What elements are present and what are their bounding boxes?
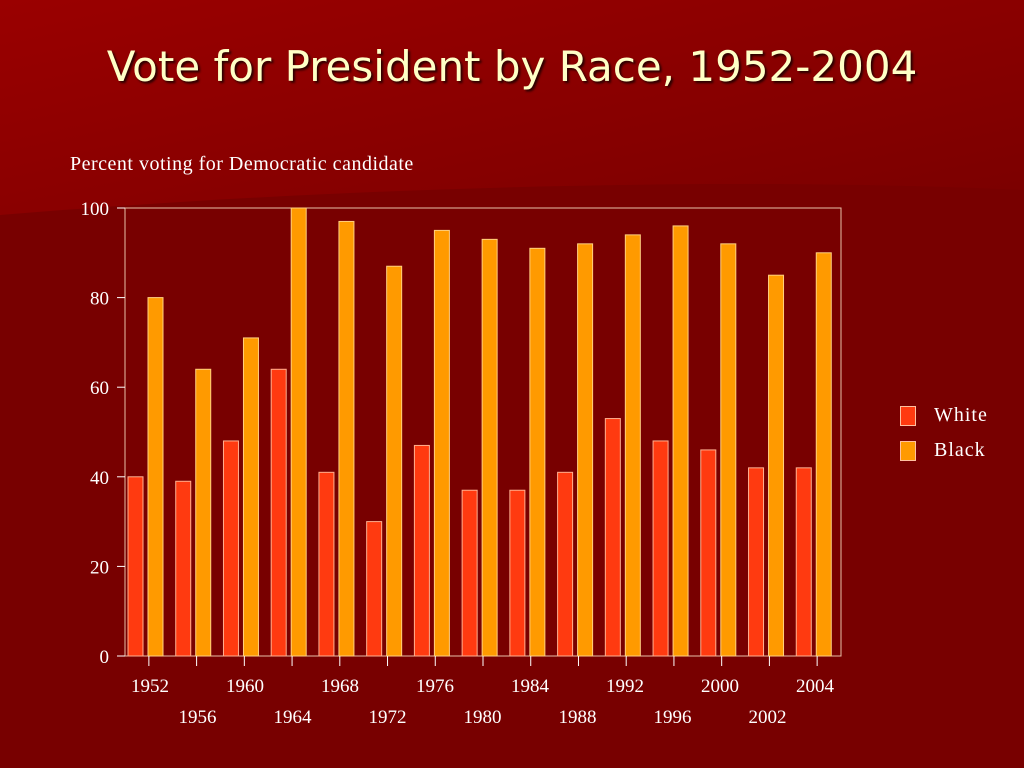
y-tick-label: 20 — [90, 557, 109, 578]
x-tick-label: 1996 — [654, 707, 692, 728]
x-tick-label: 2004 — [796, 676, 835, 697]
legend-label-black: Black — [934, 439, 986, 461]
legend-label-white: White — [934, 404, 988, 426]
bar-white-1980 — [461, 489, 478, 657]
bar-white-2004 — [795, 467, 812, 657]
x-tick-label: 1976 — [416, 676, 454, 697]
x-tick-label: 1980 — [464, 707, 502, 728]
y-tick-label: 60 — [90, 378, 109, 399]
bar-white-1960 — [222, 440, 239, 657]
x-tick-label: 1972 — [369, 707, 407, 728]
x-tick-label: 2002 — [749, 707, 787, 728]
y-tick-label: 100 — [81, 199, 110, 220]
x-tick-label: 1992 — [606, 676, 644, 697]
bar-black-1980 — [481, 238, 498, 657]
bar-black-1992 — [624, 234, 641, 657]
bar-white-1988 — [557, 471, 574, 657]
legend-item-black: Black — [900, 433, 988, 468]
chart-legend: White Black — [900, 398, 988, 468]
x-tick-label: 1960 — [226, 676, 264, 697]
y-tick-label: 40 — [90, 468, 109, 489]
bar-white-1972 — [366, 521, 383, 657]
legend-item-white: White — [900, 398, 988, 433]
legend-swatch-white — [900, 405, 916, 426]
bar-black-1956 — [195, 368, 212, 657]
bar-black-1996 — [672, 225, 689, 657]
bar-black-2000 — [720, 243, 737, 657]
bar-white-1956 — [175, 480, 192, 657]
x-tick-label: 2000 — [701, 676, 739, 697]
bar-black-1964 — [290, 207, 307, 657]
bar-black-1952 — [147, 297, 164, 657]
bar-white-1976 — [413, 444, 430, 657]
x-tick-label: 1964 — [274, 707, 313, 728]
bar-black-1988 — [577, 243, 594, 657]
x-tick-label: 1968 — [321, 676, 359, 697]
bar-black-2002 — [768, 274, 785, 657]
bar-black-2004 — [815, 252, 832, 657]
bar-white-1996 — [652, 440, 669, 657]
bar-white-1968 — [318, 471, 335, 657]
bar-black-1968 — [338, 220, 355, 657]
bar-white-2002 — [748, 467, 765, 657]
legend-swatch-black — [900, 440, 916, 461]
chart-subtitle: Percent voting for Democratic candidate — [70, 153, 414, 175]
x-tick-label: 1988 — [559, 707, 597, 728]
x-tick-label: 1952 — [131, 676, 169, 697]
bar-white-1992 — [604, 418, 621, 657]
bar-white-1984 — [509, 489, 526, 657]
bar-black-1960 — [242, 337, 259, 657]
bar-white-1952 — [127, 476, 144, 657]
bar-white-1964 — [270, 368, 287, 657]
x-tick-label: 1956 — [179, 707, 217, 728]
bar-white-2000 — [700, 449, 717, 657]
slide-title: Vote for President by Race, 1952-2004 — [106, 42, 918, 91]
bar-black-1984 — [529, 247, 546, 657]
y-tick-label: 0 — [100, 647, 110, 668]
x-tick-label: 1984 — [511, 676, 550, 697]
bar-black-1972 — [386, 265, 403, 657]
bar-black-1976 — [433, 229, 450, 657]
y-tick-label: 80 — [90, 289, 109, 310]
